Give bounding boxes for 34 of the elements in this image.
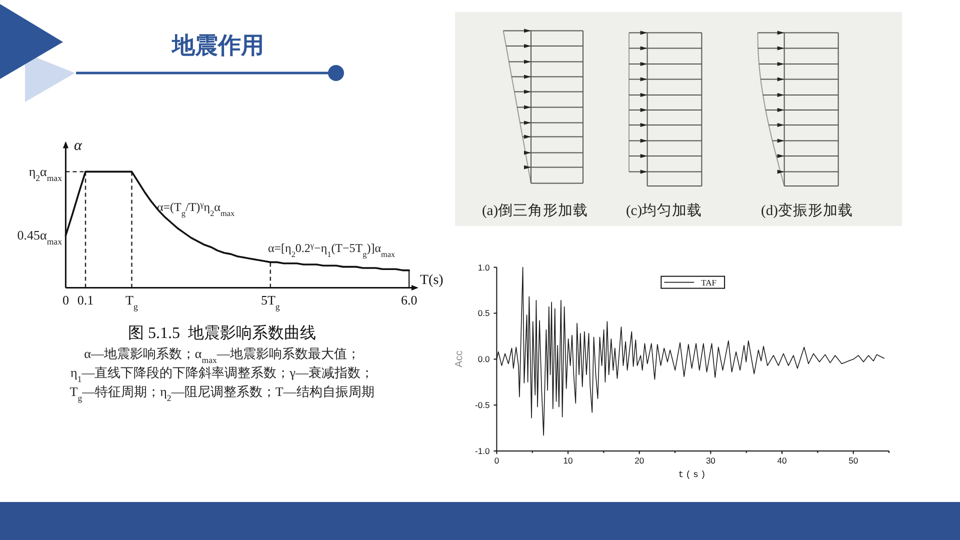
x-tick-label: 10: [563, 456, 574, 466]
x-tick-label: 6.0: [400, 292, 418, 308]
x-tick-label: 0: [494, 456, 500, 466]
text: 图 5.1.5 地震影响系数曲线: [128, 324, 316, 342]
text: (c)均匀加载: [626, 202, 702, 219]
x-tick-label: 0.1: [77, 292, 94, 308]
text: η$_{1}$—直线下降段的下降斜率调整系数；γ—衰减指数；: [70, 365, 374, 384]
y-tick-label: 0.5: [478, 308, 490, 318]
y-tick-label: -0.5: [475, 400, 490, 410]
text: η$_{2}$α$_{max}$: [28, 164, 63, 184]
x-tick-label: 30: [706, 456, 716, 466]
x-tick-label: T$_{g}$: [126, 292, 139, 312]
x-tick-label: 20: [634, 456, 644, 466]
y-tick-label: 1.0: [478, 262, 490, 272]
y-tick-label: -1.0: [475, 446, 490, 456]
text: α—地震影响系数；α$_{max}$—地震影响系数最大值；: [84, 346, 360, 365]
y-tick-label: 0.0: [478, 354, 490, 364]
legend: TAF: [660, 276, 726, 289]
text: 0.45α$_{max}$: [17, 228, 63, 246]
x-tick-label: 5T$_{g}$: [260, 292, 280, 312]
x-tick-label: 40: [777, 456, 787, 466]
x-tick-label: 0: [62, 292, 69, 308]
text: 地震作用: [171, 32, 264, 58]
text: T$_{g}$—特征周期；η$_{2}$—阻尼调整系数；T—结构自振周期: [70, 384, 374, 403]
x-axis-title: t(s): [678, 470, 708, 480]
text: (a)倒三角形加载: [482, 202, 588, 219]
legend-label: TAF: [701, 277, 717, 288]
text: (d)变振形加载: [761, 202, 853, 219]
text: α=[η$_{2}$0.2$^{γ}$−η$_{1}$(T−5T$_{g}$)]α$_{max}$: [268, 240, 396, 258]
y-axis-title: Acc: [454, 350, 465, 368]
x-tick-label: 50: [848, 456, 858, 466]
annotation: α=(T$_{g}$/T)$^{γ}$η$_{2}$α$_{max}$: [157, 200, 235, 218]
x-axis-title: T(s): [420, 273, 444, 288]
y-axis-title: α: [74, 138, 83, 154]
